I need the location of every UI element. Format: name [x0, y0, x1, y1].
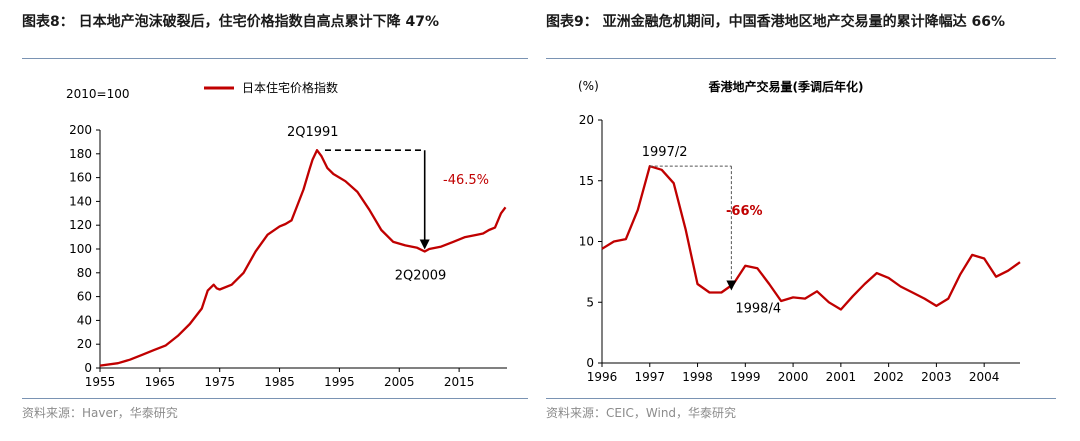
x-tick-label: 1996: [587, 370, 618, 384]
right-axes: [598, 119, 1020, 367]
left-source-note: 资料来源：Haver，华泰研究: [22, 406, 178, 420]
x-tick-label: 1965: [145, 375, 176, 389]
x-tick-label: 1998: [682, 370, 713, 384]
left-series-line: [99, 149, 507, 367]
y-tick-label: 80: [77, 266, 92, 280]
left-decline-label: -46.5%: [443, 173, 489, 188]
y-tick-label: 5: [586, 295, 594, 309]
right-drop-arrowhead: [726, 280, 737, 291]
left-trough-label: 2Q2009: [395, 268, 447, 283]
y-tick-label: 0: [84, 361, 92, 375]
right-peak-label: 1997/2: [642, 145, 688, 160]
y-tick-label: 15: [579, 174, 594, 188]
left-tick-labels: 0 20 40 60 80 100 120 140 160 180 200 1955 1965 1975 1…: [69, 123, 474, 389]
left-axes: [96, 129, 507, 372]
x-tick-label: 1995: [324, 375, 355, 389]
right-chart: (%) 香港地产交易量(季调后年化) 0 5 10 15 20 1996 1997 1998 1…: [578, 79, 1021, 384]
y-tick-label: 20: [77, 337, 92, 351]
right-decline-label: -66%: [726, 204, 763, 219]
x-tick-label: 1999: [730, 370, 761, 384]
x-tick-label: 1955: [85, 375, 116, 389]
y-tick-label: 10: [579, 235, 594, 249]
left-title-rule: [22, 58, 528, 59]
left-unit-label: 2010=100: [66, 87, 130, 101]
left-chart-title: 图表8： 日本地产泡沫破裂后，住宅价格指数自高点累计下降 47%: [22, 14, 439, 30]
x-tick-label: 2000: [778, 370, 809, 384]
left-drop-arrowhead: [419, 239, 430, 250]
x-tick-label: 1975: [204, 375, 235, 389]
y-tick-label: 120: [69, 218, 92, 232]
right-source-note: 资料来源：CEIC，Wind，华泰研究: [546, 406, 737, 420]
x-tick-label: 2004: [969, 370, 1000, 384]
x-tick-label: 2015: [444, 375, 475, 389]
left-peak-label: 2Q1991: [287, 125, 339, 140]
right-title-rule: [546, 58, 1056, 59]
x-tick-label: 1985: [264, 375, 295, 389]
right-source-rule: [546, 398, 1056, 399]
x-tick-label: 2001: [826, 370, 857, 384]
right-chart-subtitle: 香港地产交易量(季调后年化): [708, 79, 864, 94]
left-chart: 2010=100 日本住宅价格指数 0 20 40 60 80 100 120 140 160 1…: [66, 80, 507, 389]
right-series-line: [601, 165, 1021, 311]
right-tick-labels: 0 5 10 15 20 1996 1997 1998 1999 2000 2001 2002 2003…: [579, 113, 1000, 384]
y-tick-label: 140: [69, 194, 92, 208]
y-tick-label: 160: [69, 171, 92, 185]
x-tick-label: 2005: [384, 375, 415, 389]
y-tick-label: 40: [77, 313, 92, 327]
y-tick-label: 180: [69, 147, 92, 161]
left-legend-label: 日本住宅价格指数: [242, 80, 338, 95]
x-tick-label: 2003: [921, 370, 952, 384]
right-unit-label: (%): [578, 79, 599, 93]
right-chart-title: 图表9： 亚洲金融危机期间，中国香港地区地产交易量的累计降幅达 66%: [546, 14, 1005, 30]
right-trough-label: 1998/4: [735, 302, 781, 317]
y-tick-label: 20: [579, 113, 594, 127]
y-tick-label: 100: [69, 242, 92, 256]
x-tick-label: 2002: [873, 370, 904, 384]
x-tick-label: 1997: [634, 370, 665, 384]
y-tick-label: 200: [69, 123, 92, 137]
y-tick-label: 0: [586, 356, 594, 370]
y-tick-label: 60: [77, 290, 92, 304]
left-source-rule: [22, 398, 528, 399]
